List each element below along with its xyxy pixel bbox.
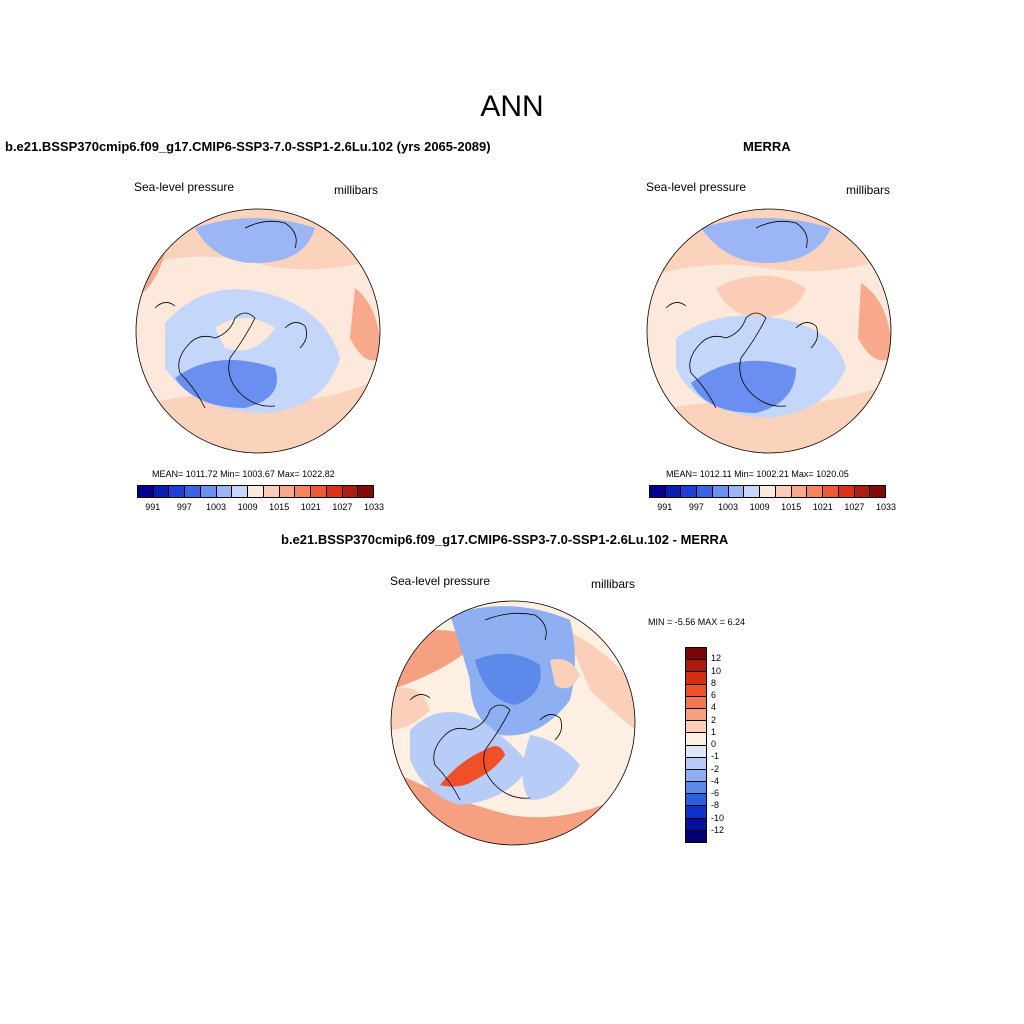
colorbar-tick-label: -6 bbox=[711, 788, 720, 798]
colorbar-swatch bbox=[263, 486, 280, 497]
colorbar-swatch bbox=[791, 486, 808, 497]
colorbar-swatch bbox=[169, 486, 186, 497]
colorbar-swatch bbox=[311, 486, 327, 497]
colorbar-swatch bbox=[216, 486, 233, 497]
colorbar-tick-label: 2 bbox=[711, 714, 717, 725]
obs-stats: MEAN= 1012.11 Min= 1002.21 Max= 1020.05 bbox=[666, 469, 849, 479]
colorbar-swatch bbox=[686, 818, 706, 831]
colorbar-swatch bbox=[200, 486, 217, 497]
colorbar-swatch bbox=[838, 486, 855, 497]
obs-panel-title: MERRA bbox=[743, 139, 791, 154]
colorbar-swatch bbox=[358, 486, 374, 497]
colorbar-tick-label: 0 bbox=[711, 739, 717, 749]
colorbar-swatch bbox=[686, 684, 706, 697]
model-colorbar bbox=[137, 485, 374, 498]
colorbar-tick-label: 997 bbox=[176, 502, 192, 512]
diff-panel-title: b.e21.BSSP370cmip6.f09_g17.CMIP6-SSP3-7.… bbox=[281, 532, 729, 547]
colorbar-tick-label: 1027 bbox=[332, 502, 353, 512]
colorbar-tick-label: 1027 bbox=[844, 502, 865, 512]
model-units-label: millibars bbox=[334, 183, 379, 197]
colorbar-tick-label: 997 bbox=[688, 502, 704, 512]
colorbar-swatch bbox=[854, 486, 871, 497]
colorbar-tick-label: 991 bbox=[145, 502, 161, 512]
colorbar-swatch bbox=[807, 486, 824, 497]
colorbar-tick-label: 1003 bbox=[205, 502, 227, 512]
colorbar-swatch bbox=[686, 806, 706, 819]
model-polar-map bbox=[135, 208, 381, 454]
colorbar-tick-label: 4 bbox=[711, 702, 717, 713]
colorbar-swatch bbox=[686, 782, 706, 795]
colorbar-tick-label: -2 bbox=[711, 763, 720, 774]
colorbar-tick-label: 8 bbox=[711, 677, 717, 688]
colorbar-swatch bbox=[823, 486, 839, 497]
colorbar-tick-label: -8 bbox=[711, 800, 720, 811]
colorbar-swatch bbox=[232, 486, 249, 497]
colorbar-swatch bbox=[686, 769, 706, 783]
colorbar-swatch bbox=[650, 486, 666, 497]
colorbar-tick-label: 1 bbox=[711, 726, 717, 737]
colorbar-tick-label: 1003 bbox=[717, 502, 739, 512]
colorbar-swatch bbox=[295, 486, 312, 497]
model-variable-label: Sea-level pressure bbox=[134, 180, 235, 194]
colorbar-swatch bbox=[686, 696, 706, 709]
diff-minmax: MIN = -5.56 MAX = 6.24 bbox=[648, 617, 746, 627]
obs-variable-label: Sea-level pressure bbox=[646, 180, 747, 194]
colorbar-swatch bbox=[342, 486, 359, 497]
colorbar-swatch bbox=[728, 486, 745, 497]
colorbar-tick-label: 1033 bbox=[875, 502, 897, 512]
colorbar-swatch bbox=[697, 486, 713, 497]
colorbar-tick-label: -12 bbox=[711, 824, 725, 835]
diff-variable-label: Sea-level pressure bbox=[390, 574, 491, 588]
colorbar-swatch bbox=[775, 486, 792, 497]
colorbar-swatch bbox=[279, 486, 296, 497]
obs-colorbar bbox=[649, 485, 886, 498]
colorbar-swatch bbox=[153, 486, 170, 497]
colorbar-swatch bbox=[681, 486, 698, 497]
colorbar-tick-label: 1015 bbox=[269, 502, 290, 512]
colorbar-swatch bbox=[686, 745, 706, 758]
colorbar-swatch bbox=[712, 486, 729, 497]
colorbar-swatch bbox=[665, 486, 682, 497]
colorbar-swatch bbox=[686, 660, 706, 673]
colorbar-swatch bbox=[744, 486, 761, 497]
model-stats: MEAN= 1011.72 Min= 1003.67 Max= 1022.82 bbox=[152, 469, 335, 479]
colorbar-swatch bbox=[686, 830, 706, 842]
colorbar-tick-label: 12 bbox=[711, 653, 722, 664]
colorbar-tick-label: 1033 bbox=[363, 502, 385, 512]
colorbar-tick-label: 10 bbox=[711, 665, 722, 676]
colorbar-swatch bbox=[686, 708, 706, 722]
colorbar-tick-label: 991 bbox=[657, 502, 673, 512]
colorbar-swatch bbox=[185, 486, 201, 497]
colorbar-swatch bbox=[870, 486, 886, 497]
colorbar-tick-label: -4 bbox=[711, 775, 720, 786]
colorbar-tick-label: 1009 bbox=[749, 502, 770, 512]
figure-title: ANN bbox=[480, 90, 544, 123]
colorbar-tick-label: 1015 bbox=[781, 502, 802, 512]
colorbar-swatch bbox=[326, 486, 343, 497]
diff-polar-map bbox=[390, 600, 636, 846]
model-panel-title: b.e21.BSSP370cmip6.f09_g17.CMIP6-SSP3-7.… bbox=[5, 139, 491, 154]
colorbar-swatch bbox=[686, 794, 706, 807]
colorbar-tick-label: 1021 bbox=[300, 502, 321, 512]
colorbar-swatch bbox=[248, 486, 264, 497]
colorbar-tick-label: -1 bbox=[711, 751, 720, 762]
colorbar-swatch bbox=[686, 648, 706, 661]
diff-units-label: millibars bbox=[591, 577, 636, 591]
diff-colorbar bbox=[685, 647, 707, 843]
obs-polar-map bbox=[646, 208, 892, 454]
colorbar-swatch bbox=[686, 733, 706, 746]
colorbar-swatch bbox=[686, 757, 706, 770]
colorbar-swatch bbox=[686, 721, 706, 734]
colorbar-tick-label: 6 bbox=[711, 690, 717, 700]
diff-colorbar-labels: 12 10 8 6 4 2 1 0 -1 -2 -4 -6 -8 -10 -12 bbox=[711, 647, 741, 843]
colorbar-tick-label: -10 bbox=[711, 812, 725, 823]
obs-units-label: millibars bbox=[846, 183, 891, 197]
colorbar-swatch bbox=[686, 672, 706, 685]
colorbar-swatch bbox=[138, 486, 154, 497]
colorbar-tick-label: 1009 bbox=[237, 502, 258, 512]
colorbar-swatch bbox=[760, 486, 776, 497]
colorbar-tick-label: 1021 bbox=[812, 502, 833, 512]
